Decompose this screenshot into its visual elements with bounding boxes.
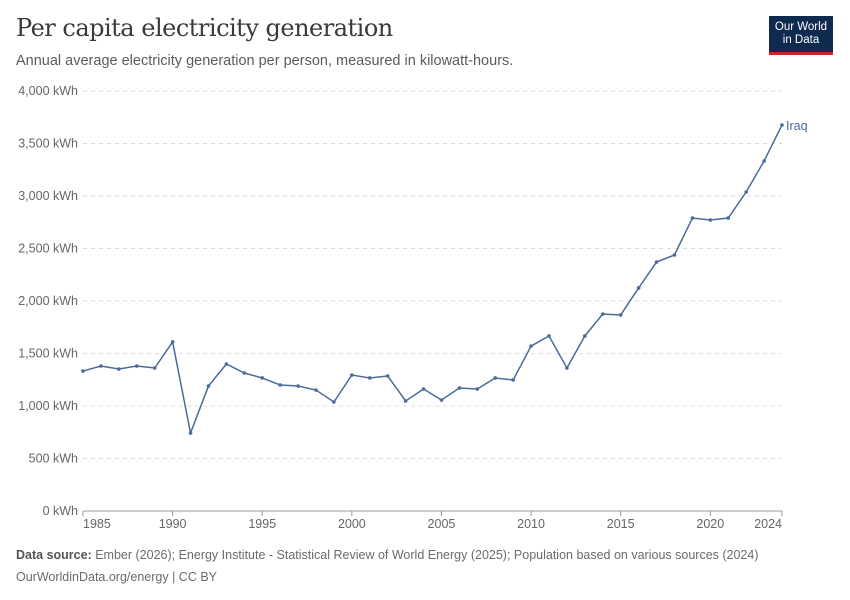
data-point [726,216,731,220]
data-point [278,383,282,387]
y-tick-label: 0 kWh [43,504,78,518]
data-point [565,366,569,370]
data-point [152,366,157,370]
y-tick-label: 2,000 kWh [18,294,78,308]
y-tick-label: 1,000 kWh [18,399,78,413]
data-point [81,369,85,373]
data-point [618,313,623,317]
data-point [600,312,605,316]
data-point [654,260,659,264]
data-point [762,159,766,163]
data-point [529,344,533,348]
x-tick-label: 2024 [754,517,782,531]
data-point [744,190,748,194]
data-point [224,362,229,366]
data-point [260,376,265,380]
data-point [457,386,462,390]
data-point [636,286,641,290]
data-point [314,388,318,392]
data-point [547,334,551,338]
logo-line-2: in Data [782,34,820,46]
x-tick-label: 2000 [338,517,366,531]
data-point [188,431,193,435]
owid-logo[interactable]: Our World in Data [769,16,833,55]
x-tick-label: 2005 [428,517,456,531]
data-point [780,123,784,127]
data-source-label: Data source: [16,548,92,562]
data-point [332,400,336,404]
data-point [117,367,121,371]
data-point [242,371,247,375]
x-tick-label: 1995 [248,517,276,531]
y-tick-label: 500 kWh [29,452,78,466]
data-point [385,374,390,378]
x-tick-label: 1985 [83,517,111,531]
data-point [672,253,677,257]
y-tick-label: 1,500 kWh [18,347,78,361]
y-tick-label: 2,500 kWh [18,242,78,256]
x-tick-label: 2020 [696,517,724,531]
data-point [134,364,139,368]
data-source: Data source: Ember (2026); Energy Instit… [16,548,759,562]
data-point [583,334,587,338]
data-point [493,376,498,380]
footer-link[interactable]: OurWorldinData.org/energy | CC BY [16,570,218,584]
data-point [296,384,300,388]
chart-subtitle: Annual average electricity generation pe… [16,53,514,69]
x-tick-label: 2015 [607,517,635,531]
series-line-iraq [82,124,783,436]
x-tick-label: 1990 [159,517,187,531]
data-point [367,376,372,380]
y-tick-label: 3,000 kWh [18,189,78,203]
data-point [475,387,480,391]
data-point [439,398,444,402]
data-point [350,373,354,377]
x-tick-label: 2010 [517,517,545,531]
y-tick-label: 3,500 kWh [18,137,78,151]
data-point [403,399,408,403]
chart-title: Per capita electricity generation [16,14,393,42]
logo-line-1: Our World [774,21,828,33]
data-point [421,387,426,391]
data-point [170,340,175,344]
data-point [690,216,695,220]
data-point [708,218,713,222]
data-point [511,378,515,382]
y-tick-label: 4,000 kWh [18,84,78,98]
data-source-text: Ember (2026); Energy Institute - Statist… [91,548,759,562]
data-point [206,384,211,388]
series-label: Iraq [786,119,808,133]
data-point [99,364,103,368]
